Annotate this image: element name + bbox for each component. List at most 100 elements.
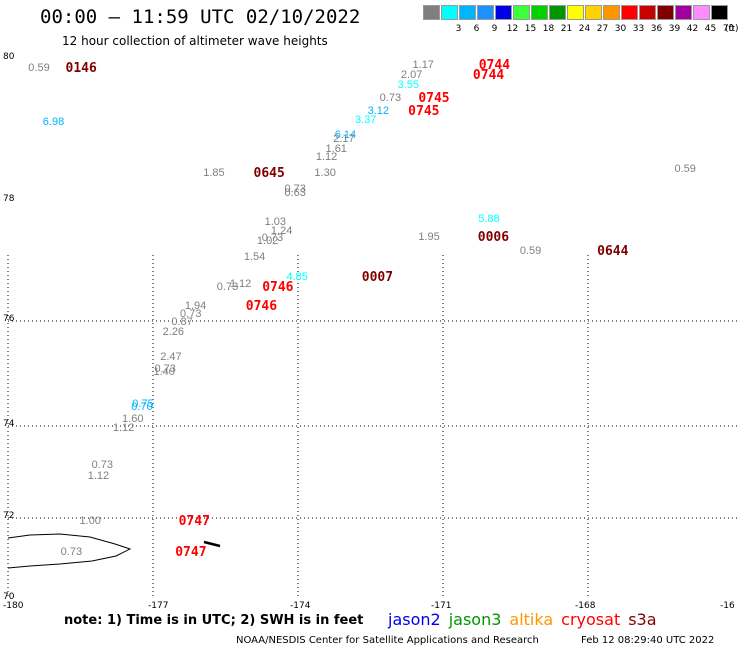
lat-tick-label: 70 xyxy=(3,592,15,602)
color-legend: 3 6 9 12 15 18 21 24 27 30 33 36 39 42 45 70 (ft) xyxy=(423,5,739,38)
generated-timestamp: Feb 12 08:29:40 UTC 2022 xyxy=(581,635,715,646)
lat-tick-label: 80 xyxy=(3,52,15,62)
lat-tick-label: 76 xyxy=(3,314,15,324)
legend-label: 15 xyxy=(524,24,537,34)
legend-label: 21 xyxy=(560,24,573,34)
wave-height-value: 0.73 xyxy=(216,281,239,294)
legend-label: 9 xyxy=(491,24,498,34)
wave-height-value: 1.30 xyxy=(314,166,336,179)
wave-height-value: 1.12 xyxy=(315,151,338,164)
wave-height-value: 1.02 xyxy=(256,235,279,248)
wave-height-value: 1.17 xyxy=(412,59,434,72)
legend-swatch xyxy=(549,5,566,20)
legend-swatch xyxy=(477,5,494,20)
wave-height-value: 0.73 xyxy=(60,546,83,559)
legend-unit: (ft) xyxy=(725,24,739,34)
footer-note: note: 1) Time is in UTC; 2) SWH is in fe… xyxy=(64,613,364,628)
legend-label: 70 xyxy=(722,24,735,34)
wave-height-value: 0.59 xyxy=(519,244,542,257)
wave-height-value: 6.98 xyxy=(42,115,65,128)
wave-height-value: 2.47 xyxy=(160,350,182,363)
legend-label: 30 xyxy=(614,24,627,34)
legend-swatch xyxy=(639,5,656,20)
wave-height-value: 1.85 xyxy=(203,166,225,179)
wave-height-value: 1.60 xyxy=(122,412,144,425)
wave-height-value: 0.73 xyxy=(284,183,306,196)
wave-height-value: 0.73 xyxy=(91,459,114,472)
legend-label: 6 xyxy=(473,24,480,34)
satellite-legend: jason2 jason3 altika cryosat s3a xyxy=(388,610,665,629)
wave-height-value: 4.85 xyxy=(286,270,308,283)
wave-height-value: 1.95 xyxy=(418,231,440,244)
satellite-name: s3a xyxy=(628,610,657,629)
pass-time-label: 0746 xyxy=(262,280,294,296)
legend-swatch xyxy=(603,5,620,20)
page-subtitle: 12 hour collection of altimeter wave hei… xyxy=(62,34,328,48)
lon-tick-label: -168 xyxy=(575,601,596,611)
lon-tick-label: -180 xyxy=(3,601,24,611)
legend-label: 18 xyxy=(542,24,555,34)
legend-swatch xyxy=(693,5,710,20)
legend-swatch xyxy=(441,5,458,20)
pass-time-label: 0644 xyxy=(597,243,629,259)
wave-height-value: 1.12 xyxy=(87,469,110,482)
legend-swatch xyxy=(711,5,728,20)
wave-height-value: 0.59 xyxy=(674,163,696,176)
wave-height-value: 0.75 xyxy=(132,397,154,410)
satellite-name: cryosat xyxy=(561,610,621,629)
wave-height-value: 0.73 xyxy=(379,91,402,104)
satellite-name: jason3 xyxy=(448,610,502,629)
wave-height-value: 0.59 xyxy=(28,62,50,75)
legend-label: 33 xyxy=(632,24,645,34)
wave-height-value: 1.94 xyxy=(184,299,207,312)
pass-time-label: 0645 xyxy=(253,165,285,181)
wave-height-value: 0.70 xyxy=(131,401,153,414)
pass-time-label: 0747 xyxy=(178,513,210,529)
lon-tick-label: -171 xyxy=(431,601,452,611)
pass-time-label: 0746 xyxy=(245,298,278,314)
wave-height-value: 0.73 xyxy=(180,307,202,320)
pass-time-label: 0744 xyxy=(478,58,511,74)
wave-height-value: 1.00 xyxy=(79,514,101,527)
wave-height-value: 5.88 xyxy=(478,213,500,225)
wave-height-value: 1.24 xyxy=(270,225,293,238)
page-title: 00:00 — 11:59 UTC 02/10/2022 xyxy=(40,6,361,28)
coastline xyxy=(7,533,132,569)
satellite-name: altika xyxy=(509,610,554,629)
legend-swatch xyxy=(531,5,548,20)
lat-tick-label: 78 xyxy=(3,194,15,204)
lon-tick-label: -174 xyxy=(290,601,311,611)
legend-label: 42 xyxy=(686,24,699,34)
pass-time-label: 0745 xyxy=(408,104,440,119)
wave-height-value: 1.54 xyxy=(243,251,266,264)
legend-swatch xyxy=(459,5,476,20)
wave-height-value: 1.03 xyxy=(264,215,287,228)
wave-height-value: 0.73 xyxy=(261,231,284,244)
legend-swatch xyxy=(621,5,638,20)
legend-swatch xyxy=(423,5,440,20)
legend-label: 3 xyxy=(455,24,462,34)
legend-label: 12 xyxy=(506,24,519,34)
wave-height-value: 2.26 xyxy=(162,326,185,339)
pass-time-label: 0745 xyxy=(418,90,450,106)
wave-height-value: 1.12 xyxy=(112,421,135,434)
lat-tick-label: 74 xyxy=(3,419,15,429)
lon-tick-label: -16 xyxy=(720,601,735,611)
legend-label: 27 xyxy=(596,24,609,34)
pass-time-label: 0747 xyxy=(175,545,207,561)
wave-height-value: 2.17 xyxy=(333,133,355,146)
pass-time-label: 0007 xyxy=(361,269,394,285)
wave-height-value: 1.40 xyxy=(153,366,175,379)
lat-tick-label: 72 xyxy=(3,511,15,521)
wave-height-value: 0.73 xyxy=(154,363,176,376)
legend-swatch xyxy=(495,5,512,20)
wave-height-value: 3.12 xyxy=(367,105,389,117)
legend-swatch xyxy=(567,5,584,20)
pass-time-label: 0006 xyxy=(477,230,510,246)
wave-height-value: 0.63 xyxy=(284,186,306,199)
legend-label: 24 xyxy=(578,24,591,34)
legend-label: 36 xyxy=(650,24,663,34)
legend-label: 39 xyxy=(668,24,681,34)
lon-tick-label: -177 xyxy=(148,601,169,611)
